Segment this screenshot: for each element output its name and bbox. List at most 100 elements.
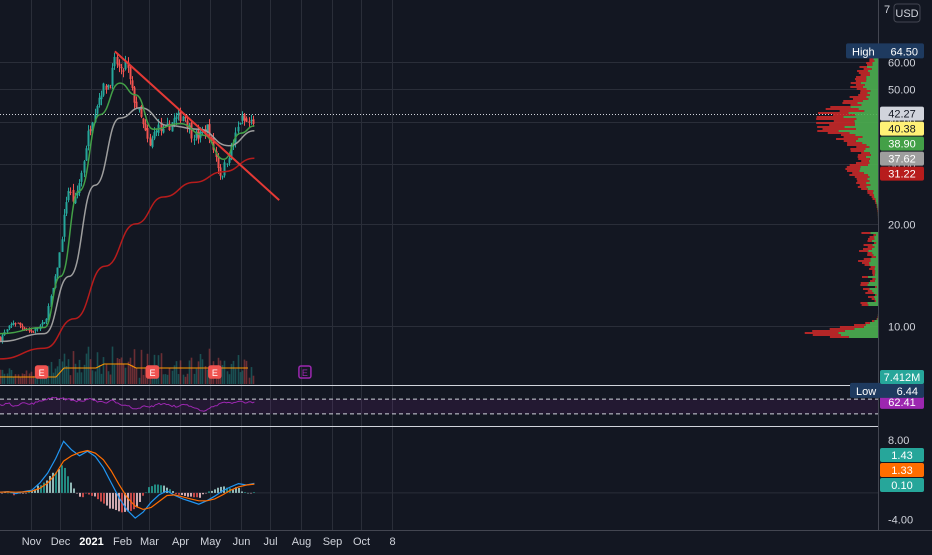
candle-body xyxy=(108,85,110,87)
volume-bar xyxy=(110,375,112,384)
volume-profile-down xyxy=(873,234,875,236)
candle-body xyxy=(81,173,83,182)
volume-bar xyxy=(130,358,132,384)
volume-profile-up xyxy=(866,324,878,326)
volume-profile-down xyxy=(833,114,855,116)
volume-bar xyxy=(81,372,83,384)
volume-profile-up xyxy=(869,180,878,182)
volume-profile-up xyxy=(875,298,878,300)
high-value: 64.50 xyxy=(890,46,918,58)
macd-histogram-bar xyxy=(211,491,213,493)
volume-profile-down xyxy=(874,242,876,244)
volume-profile-up xyxy=(838,332,878,334)
volume-profile-down xyxy=(843,100,862,102)
candle-body xyxy=(44,322,46,323)
volume-bar xyxy=(205,366,207,384)
volume-bar xyxy=(139,378,141,384)
price-tick-label: 10.00 xyxy=(888,322,916,334)
volume-bar xyxy=(18,374,20,384)
macd-histogram-bar xyxy=(58,469,60,493)
candle-body xyxy=(121,67,123,68)
volume-profile-down xyxy=(860,302,867,304)
macd-tick-label: 8.00 xyxy=(888,435,909,447)
volume-profile-up xyxy=(869,146,878,148)
volume-bar xyxy=(246,361,248,384)
volume-profile-down xyxy=(847,144,866,146)
candle-body xyxy=(68,191,70,200)
volume-bar xyxy=(24,374,26,384)
candle-body xyxy=(18,323,20,324)
macd-histogram-bar xyxy=(199,493,201,498)
volume-profile-down xyxy=(859,72,870,74)
volume-bar xyxy=(75,364,77,384)
volume-profile-up xyxy=(876,202,878,204)
volume-profile-up xyxy=(867,302,878,304)
volume-profile-down xyxy=(852,172,864,174)
volume-profile-down xyxy=(877,318,878,320)
volume-bar xyxy=(77,373,79,384)
price-axis-top-label: 7 xyxy=(884,4,890,16)
volume-profile-up xyxy=(874,292,878,294)
volume-profile-up xyxy=(868,98,878,100)
volume-profile-down xyxy=(870,280,875,282)
volume-profile-up xyxy=(871,154,878,156)
volume-profile-up xyxy=(874,268,878,270)
price-label: 31.22 xyxy=(888,169,916,181)
volume-bar xyxy=(97,352,99,384)
macd-histogram-bar xyxy=(127,493,129,512)
macd-histogram-bar xyxy=(244,492,246,493)
macd-histogram-bar xyxy=(181,493,183,495)
macd-histogram-bar xyxy=(112,493,114,509)
macd-histogram-bar xyxy=(241,491,243,492)
macd-histogram-bar xyxy=(142,493,144,496)
volume-profile-down xyxy=(858,156,866,158)
volume-profile-up xyxy=(875,272,878,274)
volume-profile-down xyxy=(849,174,868,176)
volume-profile-up xyxy=(872,62,878,64)
macd-histogram-bar xyxy=(214,489,216,493)
volume-bar xyxy=(51,362,53,384)
time-tick-label: 2021 xyxy=(79,536,103,548)
volume-profile-up xyxy=(876,256,878,258)
volume-profile-down xyxy=(830,336,849,338)
time-tick-label: Oct xyxy=(353,536,370,548)
volume-profile-up xyxy=(862,142,878,144)
candle-body xyxy=(13,323,15,324)
volume-profile-down xyxy=(854,324,866,326)
volume-profile-up xyxy=(872,252,878,254)
macd-histogram-bar xyxy=(1,493,3,494)
time-tick-label: Jun xyxy=(233,536,251,548)
volume-profile-up xyxy=(870,72,878,74)
volume-profile-down xyxy=(862,262,869,264)
macd-histogram-bar xyxy=(172,491,174,493)
macd-histogram-bar xyxy=(193,493,195,497)
price-label: 40.38 xyxy=(888,124,916,136)
volume-profile-down xyxy=(877,206,878,208)
volume-profile-up xyxy=(875,280,878,282)
volume-profile-up xyxy=(859,170,878,172)
volume-bar xyxy=(106,365,108,384)
volume-profile-down xyxy=(864,68,872,70)
volume-profile-up xyxy=(867,88,878,90)
volume-profile-up xyxy=(865,84,878,86)
volume-profile-up xyxy=(858,138,878,140)
candle-body xyxy=(31,330,33,331)
low-label: Low xyxy=(856,386,876,398)
price-tick-label: 60.00 xyxy=(888,58,916,70)
macd-histogram-bar xyxy=(103,493,105,504)
volume-bar xyxy=(121,357,123,384)
volume-bar xyxy=(229,374,231,384)
volume-bar xyxy=(163,374,165,384)
candle-body xyxy=(244,114,246,120)
volume-bar xyxy=(176,361,178,384)
volume-profile-up xyxy=(869,176,878,178)
volume-bar xyxy=(9,368,11,384)
volume-profile-down xyxy=(856,80,866,82)
macd-histogram-bar xyxy=(190,493,192,497)
volume-profile-up xyxy=(839,130,878,132)
volume-profile-down xyxy=(875,286,877,288)
price-label: 42.27 xyxy=(888,109,916,121)
volume-bar xyxy=(123,363,125,384)
volume-profile-up xyxy=(870,74,878,76)
